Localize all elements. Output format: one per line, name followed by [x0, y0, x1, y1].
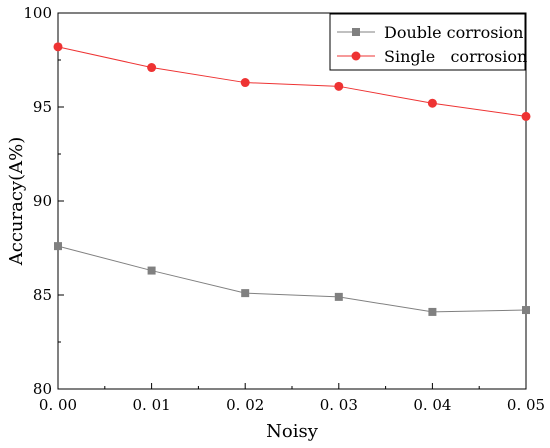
x-tick-label: 0. 02 [226, 396, 264, 414]
y-tick-label: 100 [23, 4, 52, 22]
data-point-square [54, 242, 62, 251]
data-point-circle [53, 42, 63, 52]
x-tick-label: 0. 05 [507, 396, 545, 414]
data-point-circle [334, 81, 344, 91]
axis-ticks: 80 85 90 95 100 0. 00 0. 01 0. 02 0. 03 0. 04 0. 0… [23, 4, 545, 414]
series-line [57, 46, 527, 117]
x-tick-label: 0. 00 [39, 396, 77, 414]
legend-box [329, 13, 526, 71]
y-tick-label: 95 [33, 98, 52, 116]
series-0 [54, 242, 530, 316]
y-axis-title: Accuracy(A%) [6, 137, 27, 267]
data-point-circle [521, 111, 531, 121]
legend-marker-square [352, 28, 360, 36]
legend-label: Single corrosion [384, 47, 527, 66]
series-1 [53, 42, 531, 121]
data-point-square [428, 307, 437, 316]
series-group [53, 42, 531, 316]
x-tick-label: 0. 04 [413, 396, 451, 414]
y-tick-label: 90 [33, 192, 52, 210]
data-point-square [334, 292, 343, 301]
legend-label: Double corrosion [384, 23, 523, 42]
series-line [57, 245, 527, 313]
data-point-square [522, 306, 530, 315]
legend: Double corrosion Single corrosion [329, 13, 527, 71]
data-point-square [147, 266, 156, 275]
data-point-circle [240, 78, 250, 88]
x-tick-label: 0. 01 [133, 396, 171, 414]
legend-marker-circle [351, 51, 361, 61]
x-axis-title: Noisy [266, 421, 319, 442]
y-tick-label: 85 [33, 286, 52, 304]
x-tick-label: 0. 03 [320, 396, 358, 414]
data-point-square [241, 289, 250, 298]
y-tick-label: 80 [33, 380, 52, 398]
data-point-circle [147, 63, 157, 73]
data-point-circle [427, 98, 437, 108]
